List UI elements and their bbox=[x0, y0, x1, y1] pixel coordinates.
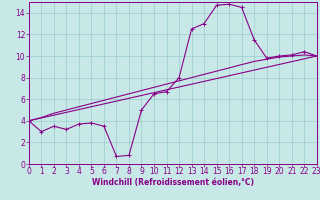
X-axis label: Windchill (Refroidissement éolien,°C): Windchill (Refroidissement éolien,°C) bbox=[92, 178, 254, 187]
